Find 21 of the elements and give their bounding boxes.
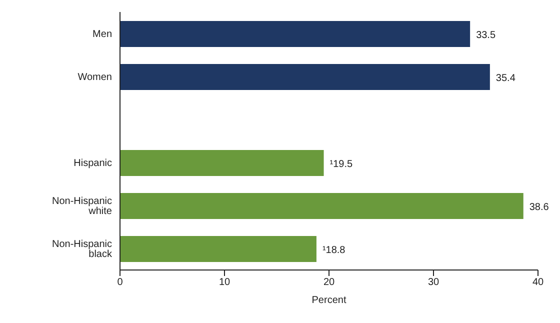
y-tick-label: Non-Hispanic white bbox=[52, 196, 112, 218]
x-tick-label: 0 bbox=[117, 277, 124, 288]
bar bbox=[120, 236, 316, 262]
data-label: 38.6 bbox=[529, 202, 550, 213]
bar bbox=[120, 193, 524, 219]
x-axis-title: Percent bbox=[312, 295, 346, 306]
y-tick-label: Non-Hispanic black bbox=[52, 239, 113, 260]
x-tick-label: 10 bbox=[218, 277, 230, 288]
data-label: ¹18.8 bbox=[322, 245, 346, 256]
x-tick-label: 20 bbox=[323, 277, 335, 288]
bar bbox=[120, 64, 490, 90]
bar bbox=[120, 150, 324, 176]
data-label: ¹19.5 bbox=[330, 159, 354, 170]
data-label: 33.5 bbox=[476, 30, 496, 41]
bar bbox=[120, 21, 470, 47]
y-tick-label: Hispanic bbox=[74, 158, 112, 170]
x-tick-label: 40 bbox=[532, 277, 544, 288]
x-tick-label: 30 bbox=[428, 277, 440, 288]
data-label: 35.4 bbox=[496, 73, 516, 84]
y-tick-label: Men bbox=[92, 29, 112, 40]
y-tick-label: Women bbox=[78, 72, 112, 84]
